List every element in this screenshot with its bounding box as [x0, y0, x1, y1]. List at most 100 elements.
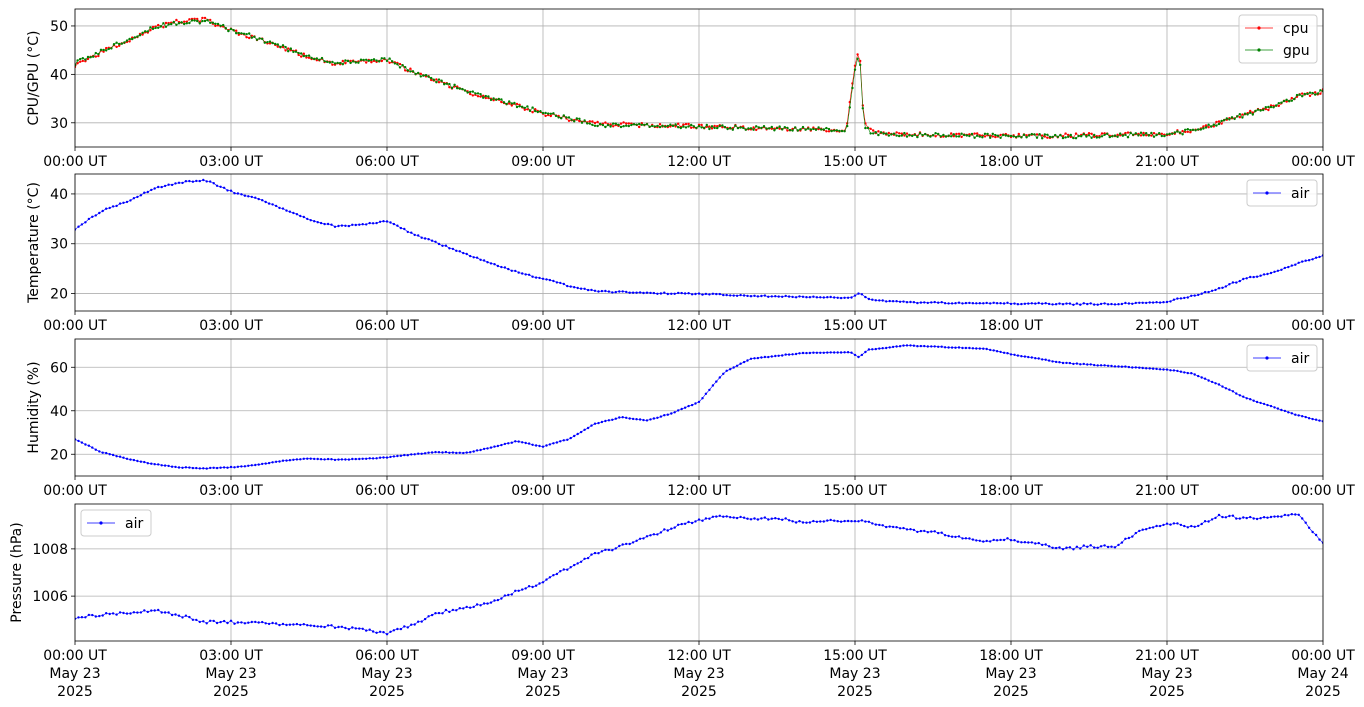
data-point [955, 132, 958, 136]
data-point [336, 61, 339, 65]
data-point [1186, 130, 1190, 133]
data-point [333, 626, 337, 629]
data-point [767, 518, 770, 521]
data-point [747, 127, 750, 130]
data-point [1285, 100, 1288, 103]
data-point [567, 119, 571, 123]
data-point [215, 184, 219, 187]
data-point [489, 262, 493, 265]
data-point [731, 128, 734, 131]
y-axis-label: Humidity (%) [26, 361, 42, 453]
data-point [895, 526, 898, 529]
data-point [333, 458, 337, 462]
x-tick-year: 2025 [57, 684, 93, 700]
data-point [947, 534, 950, 538]
data-point [521, 588, 524, 591]
data-point [978, 135, 981, 138]
data-point [510, 593, 513, 596]
data-point [1264, 107, 1268, 111]
data-point [84, 221, 87, 224]
data-point [258, 37, 261, 40]
data-point [1139, 134, 1143, 137]
data-point [755, 128, 758, 132]
data-point [302, 623, 305, 626]
data-point [267, 202, 271, 205]
data-point [1235, 392, 1238, 395]
data-point [243, 194, 247, 197]
data-point [1158, 524, 1162, 528]
data-point [1235, 517, 1238, 520]
data-point [517, 271, 520, 274]
data-point [319, 458, 323, 461]
data-point [783, 126, 786, 129]
data-point [794, 352, 798, 356]
data-point [994, 135, 997, 139]
data-point [292, 211, 295, 215]
data-point [195, 618, 198, 622]
data-point [1186, 128, 1190, 131]
data-point [430, 239, 434, 242]
data-point [978, 302, 981, 305]
data-point [736, 126, 740, 130]
data-point [573, 286, 576, 289]
data-point [297, 51, 300, 55]
data-point [864, 295, 867, 299]
data-point [1068, 361, 1072, 365]
data-point [172, 20, 175, 24]
data-point [292, 50, 295, 54]
data-point [732, 366, 735, 369]
data-point [122, 456, 125, 459]
data-point [524, 441, 527, 445]
data-point [472, 256, 475, 259]
data-point [1020, 355, 1023, 358]
data-point [567, 116, 571, 119]
data-point [149, 26, 152, 29]
data-point [986, 132, 989, 136]
data-point [108, 206, 111, 210]
data-point [170, 183, 174, 187]
data-point [718, 514, 721, 517]
legend-box [1246, 179, 1318, 207]
data-point [331, 60, 334, 64]
data-point [448, 247, 451, 250]
data-point [683, 292, 687, 295]
data-point [510, 441, 513, 444]
data-point [612, 125, 615, 128]
data-point [1079, 363, 1082, 366]
data-point [926, 531, 929, 534]
data-point [950, 346, 954, 349]
data-point [700, 123, 703, 127]
data-point [838, 129, 841, 133]
data-point [444, 450, 448, 454]
data-point [330, 223, 333, 226]
data-point [778, 125, 781, 128]
data-point [352, 60, 355, 63]
data-point [801, 351, 805, 355]
data-point [1089, 544, 1092, 547]
data-point [371, 222, 375, 225]
data-point [531, 275, 534, 278]
data-point [933, 300, 936, 304]
data-point [278, 460, 281, 463]
data-point [264, 622, 267, 625]
data-point [181, 466, 184, 469]
data-point [1009, 353, 1013, 356]
data-point [323, 625, 326, 629]
data-point [1067, 133, 1070, 137]
data-point [414, 72, 417, 76]
data-point [151, 27, 155, 31]
data-point [559, 570, 562, 573]
data-point [1303, 92, 1307, 96]
data-point [1269, 105, 1273, 109]
data-point [150, 188, 153, 192]
data-point [279, 45, 282, 49]
data-point [826, 296, 829, 299]
data-point [129, 458, 132, 461]
data-point [801, 521, 805, 524]
data-point [413, 623, 416, 626]
data-point [930, 530, 933, 533]
data-point [1096, 303, 1099, 306]
data-point [812, 519, 815, 523]
data-point [1068, 546, 1072, 549]
data-point [1034, 302, 1037, 305]
